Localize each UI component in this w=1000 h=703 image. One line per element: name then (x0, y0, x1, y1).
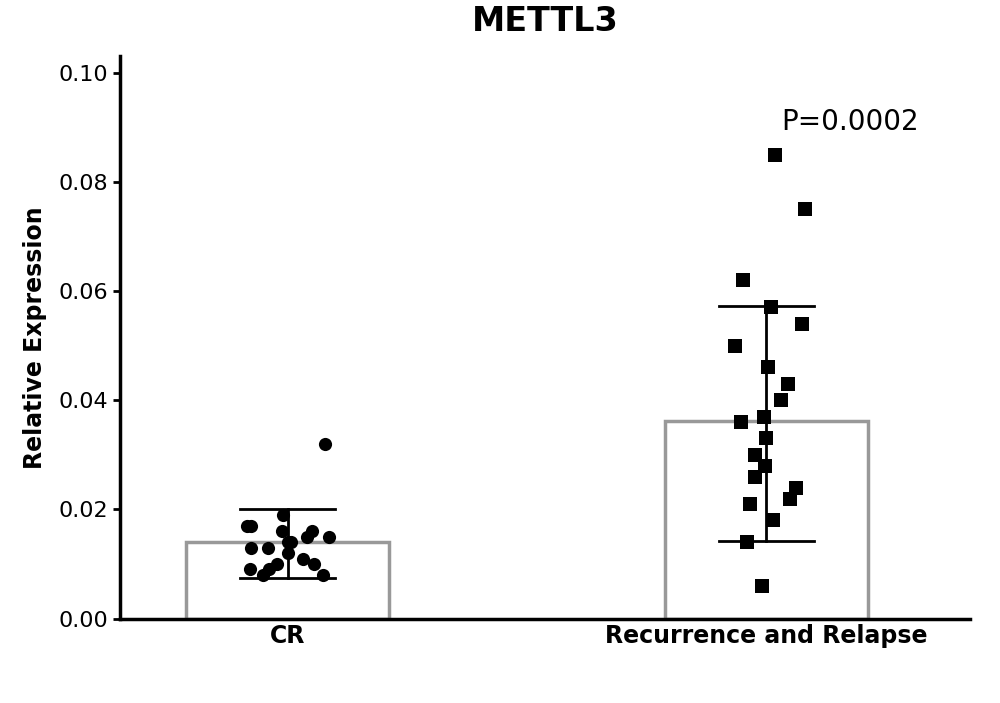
Bar (665, 421, 868, 619)
Point (754, 580, 770, 591)
Point (260, 542, 276, 553)
Point (243, 520, 259, 531)
Point (765, 515, 781, 526)
Point (780, 378, 796, 389)
Point (747, 449, 763, 460)
Point (243, 542, 259, 553)
Point (773, 394, 789, 406)
Point (275, 509, 291, 520)
Point (269, 558, 285, 569)
Point (735, 274, 751, 285)
Point (747, 471, 763, 482)
Point (321, 531, 337, 542)
Text: P=0.0002: P=0.0002 (781, 108, 919, 136)
Point (295, 553, 311, 565)
Point (727, 340, 743, 352)
Point (739, 536, 755, 548)
Point (239, 520, 255, 531)
Point (274, 526, 290, 537)
Point (797, 203, 813, 214)
Point (767, 149, 783, 160)
Bar (186, 542, 389, 619)
Point (758, 433, 774, 444)
Point (299, 531, 315, 542)
Point (317, 438, 333, 449)
Point (757, 460, 773, 472)
Y-axis label: Relative Expression: Relative Expression (23, 206, 47, 469)
Point (760, 362, 776, 373)
Point (242, 564, 258, 575)
Point (788, 482, 804, 494)
Point (782, 493, 798, 504)
Point (742, 498, 758, 510)
Point (304, 526, 320, 537)
Point (733, 416, 749, 427)
Point (280, 536, 296, 548)
Title: METTL3: METTL3 (472, 5, 618, 38)
Point (280, 548, 296, 559)
Point (794, 318, 810, 330)
Point (763, 302, 779, 313)
Point (261, 564, 277, 575)
Point (255, 569, 271, 581)
Point (315, 569, 331, 581)
Point (283, 536, 299, 548)
Point (756, 411, 772, 423)
Point (306, 558, 322, 569)
